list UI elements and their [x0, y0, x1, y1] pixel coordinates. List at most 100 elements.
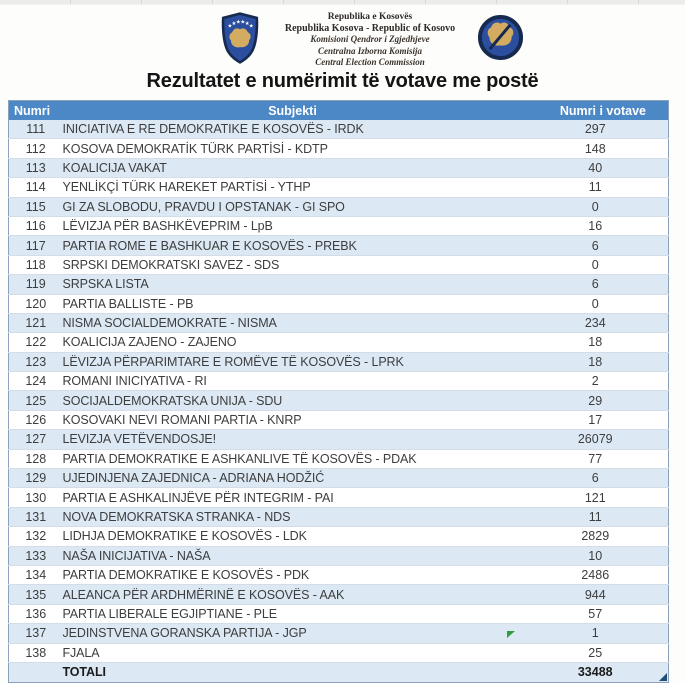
party-name-cell: SOCIJALDEMOKRATSKA UNIJA - SDU [62, 390, 523, 411]
table-row: 125 SOCIJALDEMOKRATSKA UNIJA - SDU 29 [8, 390, 669, 411]
party-number-cell: 123 [8, 352, 63, 373]
party-name-cell: LËVIZJA PËR BASHKËVEPRIM - LpB [62, 216, 523, 237]
table-row: 133 NAŠA INICIJATIVA - NAŠA 10 [8, 546, 669, 566]
party-name-cell: GI ZA SLOBODU, PRAVDU I OPSTANAK - GI SP… [62, 197, 523, 217]
svg-text:★: ★ [228, 24, 233, 30]
kosovo-coat-of-arms-logo: ★ ★ ★ ★ ★ ★ [218, 12, 262, 64]
party-name-cell: KOALICIJA ZAJENO - ZAJENO [62, 332, 523, 353]
votes-cell: 1 [522, 623, 669, 644]
party-name-cell: LËVIZJA PËRPARIMTARE E ROMËVE TË KOSOVËS… [62, 352, 523, 373]
party-number-cell: 130 [8, 487, 63, 508]
table-row: 129 UJEDINJENA ZAJEDNICA - ADRIANA HODŽIĆ… [8, 468, 669, 489]
party-name-cell: NAŠA INICIJATIVA - NAŠA [62, 546, 523, 566]
votes-cell: 6 [522, 235, 669, 256]
svg-text:★: ★ [249, 24, 254, 30]
party-name-cell: LEVIZJA VETËVENDOSJE! [62, 429, 523, 450]
votes-cell: 944 [522, 584, 669, 605]
table-row: 132 LIDHJA DEMOKRATIKE E KOSOVËS - LDK 282… [8, 526, 669, 547]
party-number-cell: 131 [8, 507, 63, 528]
votes-cell: 6 [522, 274, 669, 295]
svg-text:★: ★ [245, 21, 250, 27]
party-name-cell: KOSOVA DEMOKRATİK TÜRK PARTİSİ - KDTP [62, 138, 523, 159]
page-title: Rezultatet e numërimit të votave me post… [146, 70, 539, 92]
table-row: 114 YENLİKÇİ TÜRK HAREKET PARTİSİ - YTHP 1… [8, 177, 669, 198]
cell-flag-icon [507, 631, 515, 638]
party-name-cell: PARTIA E ASHKALINJËVE PËR INTEGRIM - PAI [62, 487, 523, 508]
institution-line: Republika Kosova - Republic of Kosovo [284, 23, 456, 35]
party-name-cell: INICIATIVA E RE DEMOKRATIKE E KOSOVËS - … [62, 120, 523, 140]
party-number-cell: 137 [8, 623, 63, 644]
table-row: 122 KOALICIJA ZAJENO - ZAJENO 18 [8, 332, 669, 353]
party-name-cell: ALEANCA PËR ARDHMËRINË E KOSOVËS - AAK [62, 584, 523, 605]
votes-cell: 2 [522, 371, 669, 392]
party-number-cell: 120 [8, 294, 63, 314]
party-name-cell: PARTIA DEMOKRATIKE E ASHKANLIVE TË KOSOV… [62, 449, 523, 470]
results-table-body: 111 INICIATIVA E RE DEMOKRATIKE E KOSOVËS… [8, 120, 669, 663]
party-number-cell: 135 [8, 584, 63, 605]
party-number-cell: 112 [8, 138, 63, 159]
table-row: 134 PARTIA DEMOKRATIKE E KOSOVËS - PDK 248… [8, 565, 669, 586]
table-row: 124 ROMANI INICIYATIVA - RI 2 [8, 371, 669, 392]
table-row: 136 PARTIA LIBERALE EGJIPTIANE - PLE 57 [8, 604, 669, 625]
votes-cell: 18 [522, 332, 669, 353]
svg-text:★: ★ [236, 19, 241, 25]
votes-cell: 2486 [522, 565, 669, 586]
party-number-cell: 128 [8, 449, 63, 470]
votes-cell: 0 [522, 197, 669, 217]
total-row: TOTALI 33488 [8, 661, 669, 683]
table-row: 137 JEDINSTVENA GORANSKA PARTIJA - JGP 1 [8, 623, 669, 644]
party-number-cell: 124 [8, 371, 63, 392]
table-row: 138 FJALA 25 [8, 643, 669, 663]
table-row: 135 ALEANCA PËR ARDHMËRINË E KOSOVËS - AA… [8, 584, 669, 605]
party-number-cell: 127 [8, 429, 63, 450]
party-number-cell: 122 [8, 332, 63, 353]
party-name-cell: YENLİKÇİ TÜRK HAREKET PARTİSİ - YTHP [62, 177, 523, 198]
party-number-cell: 134 [8, 565, 63, 586]
party-number-cell: 136 [8, 604, 63, 625]
party-name-cell: SRPSKA LISTA [62, 274, 523, 295]
votes-cell: 6 [522, 468, 669, 489]
party-number-cell: 132 [8, 526, 63, 547]
votes-cell: 11 [522, 177, 669, 198]
table-row: 117 PARTIA ROME E BASHKUAR E KOSOVËS - PR… [8, 235, 669, 256]
party-number-cell: 129 [8, 468, 63, 489]
table-row: 127 LEVIZJA VETËVENDOSJE! 26079 [8, 429, 669, 450]
party-name-cell: LIDHJA DEMOKRATIKE E KOSOVËS - LDK [62, 526, 523, 547]
results-table: Numri Subjekti Numri i votave 111 INICIAT… [8, 100, 669, 683]
party-number-cell: 113 [8, 158, 63, 179]
table-row: 112 KOSOVA DEMOKRATİK TÜRK PARTİSİ - KDTP… [8, 138, 669, 159]
column-header-subjekti: Subjekti [62, 100, 523, 120]
table-row: 123 LËVIZJA PËRPARIMTARE E ROMËVE TË KOSO… [8, 352, 669, 373]
results-table-container: Numri Subjekti Numri i votave 111 INICIAT… [8, 100, 669, 683]
party-name-cell: JEDINSTVENA GORANSKA PARTIJA - JGP [62, 623, 523, 644]
party-name-cell: ROMANI INICIYATIVA - RI [62, 371, 523, 392]
institution-line: Centralna Izborna Komisija [317, 45, 423, 56]
party-number-cell: 115 [8, 197, 63, 217]
party-name-cell: SRPSKI DEMOKRATSKI SAVEZ - SDS [62, 255, 523, 276]
party-name-cell: PARTIA BALLISTE - PB [62, 294, 523, 314]
votes-cell: 0 [522, 294, 669, 314]
institution-line: Republika e Kosovës [327, 12, 413, 22]
party-number-cell: 125 [8, 390, 63, 411]
party-number-cell: 118 [8, 255, 63, 276]
party-name-cell: KOSOVAKI NEVI ROMANI PARTIA - KNRP [62, 410, 523, 431]
votes-cell: 234 [522, 313, 669, 334]
votes-cell: 77 [522, 449, 669, 470]
table-row: 126 KOSOVAKI NEVI ROMANI PARTIA - KNRP 17 [8, 410, 669, 431]
table-row: 113 KOALICIJA VAKAT 40 [8, 158, 669, 179]
votes-cell: 0 [522, 255, 669, 276]
party-number-cell: 114 [8, 177, 63, 198]
table-row: 128 PARTIA DEMOKRATIKE E ASHKANLIVE TË KO… [8, 449, 669, 470]
party-number-cell: 119 [8, 274, 63, 295]
party-name-cell: UJEDINJENA ZAJEDNICA - ADRIANA HODŽIĆ [62, 468, 523, 489]
table-header-row: Numri Subjekti Numri i votave [8, 100, 669, 120]
votes-cell: 2829 [522, 526, 669, 547]
institution-text-block: Republika e Kosovës Republika Kosova - R… [250, 12, 490, 68]
table-row: 130 PARTIA E ASHKALINJËVE PËR INTEGRIM - … [8, 487, 669, 508]
votes-cell: 148 [522, 138, 669, 159]
column-header-numri: Numri [8, 100, 63, 120]
votes-cell: 18 [522, 352, 669, 373]
party-number-cell: 126 [8, 410, 63, 431]
svg-text:★: ★ [240, 19, 245, 25]
total-empty-cell [8, 661, 63, 683]
